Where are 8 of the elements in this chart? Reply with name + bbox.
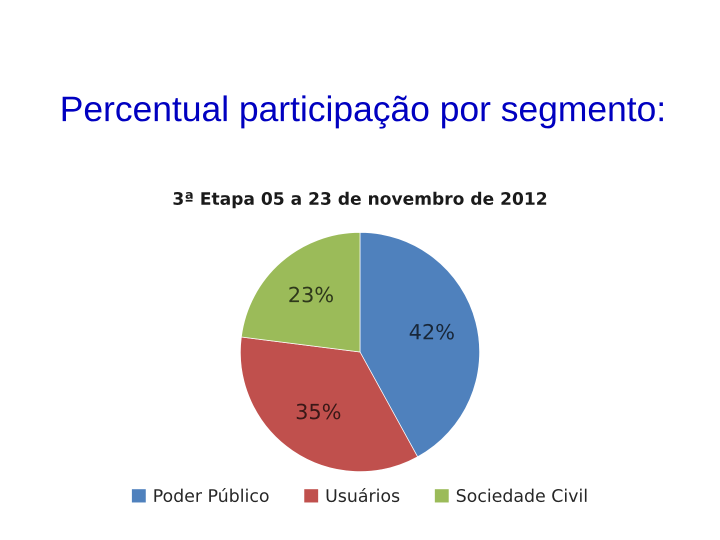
legend-label: Usuários	[326, 488, 400, 502]
data-label: 23%	[289, 286, 333, 302]
legend-label: Sociedade Civil	[456, 488, 586, 502]
legend-label: Poder Público	[154, 488, 269, 502]
data-label: 42%	[410, 324, 454, 340]
chart-title: Percentual participação por segmento:	[62, 95, 663, 129]
chart-subtitle: 3ª Etapa 05 a 23 de novembro de 2012	[174, 192, 546, 208]
data-label: 35%	[296, 404, 340, 420]
